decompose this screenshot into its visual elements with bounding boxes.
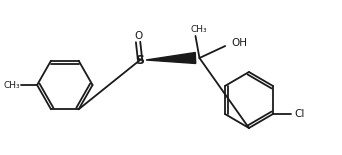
Text: CH₃: CH₃ <box>190 26 207 35</box>
Text: S: S <box>135 53 145 66</box>
Text: CH₃: CH₃ <box>4 80 20 89</box>
Text: Cl: Cl <box>295 109 305 119</box>
Polygon shape <box>146 53 196 64</box>
Text: OH: OH <box>231 38 247 48</box>
Text: O: O <box>134 31 142 41</box>
